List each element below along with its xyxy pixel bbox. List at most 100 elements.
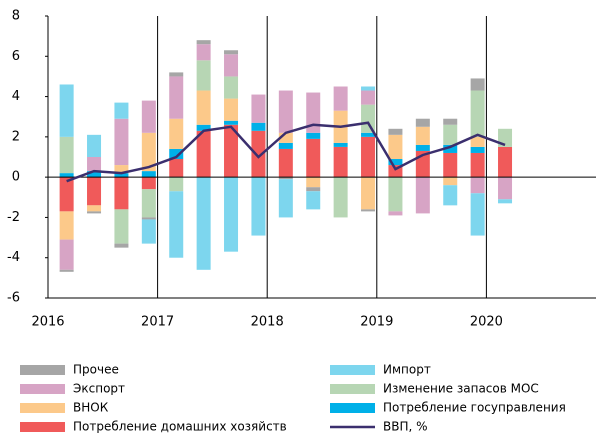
legend-label: ВНОК [73,401,109,415]
bar-segment [443,185,458,206]
bar-segment [196,90,211,125]
bar-segment [470,78,485,91]
bar-segment [361,90,376,105]
bar-segment [498,146,513,178]
bar-segment [388,177,403,212]
bar-segment [196,44,211,61]
bar-segment [114,102,129,119]
y-tick-label: -4 [7,250,20,265]
bar-segment [498,199,513,204]
legend-swatch [20,403,65,413]
legend-swatch [20,422,65,432]
bar-segment [251,94,266,123]
x-tick-label: 2019 [360,315,393,330]
bar-segment [388,211,403,216]
bar-segment [470,136,485,147]
y-tick-label: 6 [12,49,20,64]
bar-segment [443,124,458,145]
bar-segment [415,177,430,214]
bar-segment [87,211,102,214]
bar-segment [224,124,239,178]
bar-segment [141,100,156,133]
bar-segment [87,177,102,206]
bar-segment [443,177,458,186]
bar-segment [470,90,485,137]
bar-segment [278,148,293,178]
bar-segment [361,136,376,178]
bar-segment [470,152,485,178]
bar-segment [114,209,129,244]
bar-segment [278,132,293,143]
y-tick-label: 4 [12,89,20,104]
y-tick-label: -2 [7,210,20,225]
bar-segment [470,177,485,194]
bar-segment [470,193,485,236]
bar-segment [196,124,211,131]
bar-segment [415,144,430,151]
legend-swatch [330,403,375,413]
bar-segment [443,118,458,125]
bar-segment [114,173,129,178]
bar-segment [361,209,376,212]
bar-segment [361,132,376,137]
bar-segment [141,217,156,220]
x-tick-label: 2018 [251,315,284,330]
bar-segment [224,98,239,121]
bar-segment [59,177,74,212]
bar-segment [361,104,376,133]
bar-segment [87,171,102,178]
bar-segment [415,126,430,145]
bar-segment [114,165,129,174]
bar-segment [141,189,156,218]
bar-segment [114,118,129,166]
bar-segment [278,90,293,133]
bar-segment [141,177,156,190]
bar-segment [196,60,211,91]
bar-segment [470,146,485,153]
bar-segment [251,130,266,178]
bar-segment [87,157,102,172]
bar-segment [169,118,184,149]
bar-segment [443,144,458,153]
y-tick-label: 0 [12,170,20,185]
legend-swatch [20,384,65,394]
bar-segment [224,50,239,55]
bar-segment [278,142,293,149]
bar-segment [333,146,348,178]
bar-segment [361,86,376,91]
bar-segment [224,54,239,77]
bar-segment [169,177,184,192]
bar-segment [306,177,321,188]
x-tick-label: 2020 [470,315,503,330]
bar-segment [306,191,321,210]
bar-segment [169,159,184,178]
bar-segment [388,134,403,160]
bar-segment [251,122,266,131]
bar-segment [333,177,348,218]
y-tick-label: 8 [12,9,20,24]
x-tick-label: 2016 [31,315,64,330]
legend-label: Экспорт [73,382,125,396]
bar-segment [169,148,184,160]
legend-label: Потребление госуправления [383,401,566,415]
bar-segment [141,171,156,178]
bar-segment [196,177,211,270]
bar-segment [415,118,430,127]
bar-segment [224,120,239,125]
bar-segment [224,76,239,99]
bar-segment [306,132,321,139]
bar-segment [59,239,74,270]
bar-segment [306,138,321,178]
bar-segment [388,159,403,166]
bar-segment [169,76,184,119]
bar-segment [224,177,239,252]
bar-segment [443,152,458,178]
bar-segment [141,219,156,244]
bar-segment [59,211,74,240]
y-tick-label: 2 [12,129,20,144]
bar-segment [59,136,74,174]
bar-segment [306,92,321,133]
bar-segment [278,179,293,218]
bar-segment [87,205,102,212]
